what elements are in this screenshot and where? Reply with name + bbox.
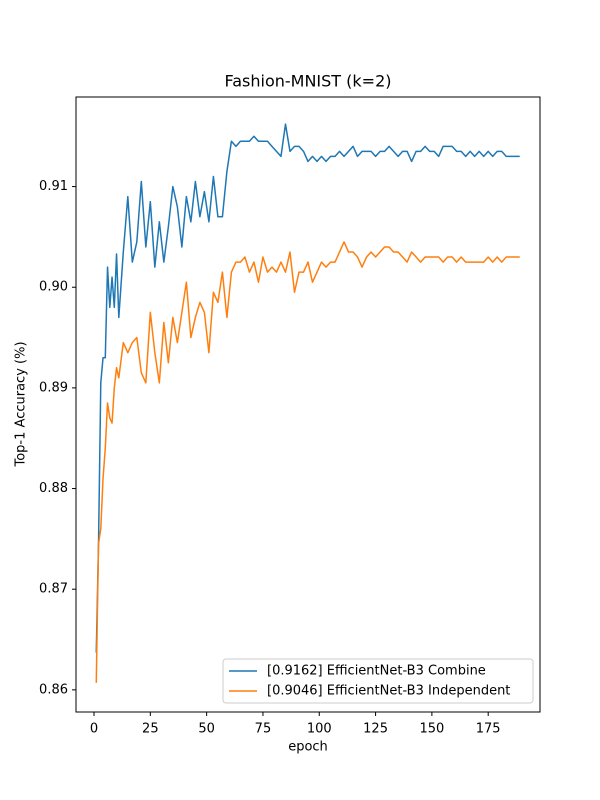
x-tick-label: 0 (90, 722, 98, 737)
data-line (95, 241, 520, 683)
chart-title: Fashion-MNIST (k=2) (224, 72, 391, 91)
x-tick-label: 25 (142, 722, 159, 737)
x-tick-label: 100 (307, 722, 332, 737)
data-line (95, 123, 520, 653)
legend-label: [0.9162] EfficientNet-B3 Combine (267, 664, 486, 679)
y-tick-label: 0.87 (39, 582, 68, 597)
y-axis-label: Top-1 Accuracy (%) (14, 341, 29, 467)
y-tick-label: 0.90 (39, 280, 68, 295)
x-axis-label: epoch (288, 740, 328, 755)
x-tick-label: 75 (255, 722, 272, 737)
legend-label: [0.9046] EfficientNet-B3 Independent (267, 684, 510, 699)
x-tick-label: 175 (476, 722, 501, 737)
y-tick-label: 0.89 (39, 380, 68, 395)
plot-frame (75, 96, 541, 713)
x-tick-label: 125 (363, 722, 388, 737)
y-tick-label: 0.86 (39, 682, 68, 697)
legend: [0.9162] EfficientNet-B3 Combine [0.9046]… (222, 658, 534, 704)
x-tick-label: 150 (419, 722, 444, 737)
x-tick-label: 50 (198, 722, 215, 737)
legend-frame (222, 658, 534, 704)
y-tick-label: 0.91 (39, 179, 68, 194)
y-tick-label: 0.88 (39, 481, 68, 496)
